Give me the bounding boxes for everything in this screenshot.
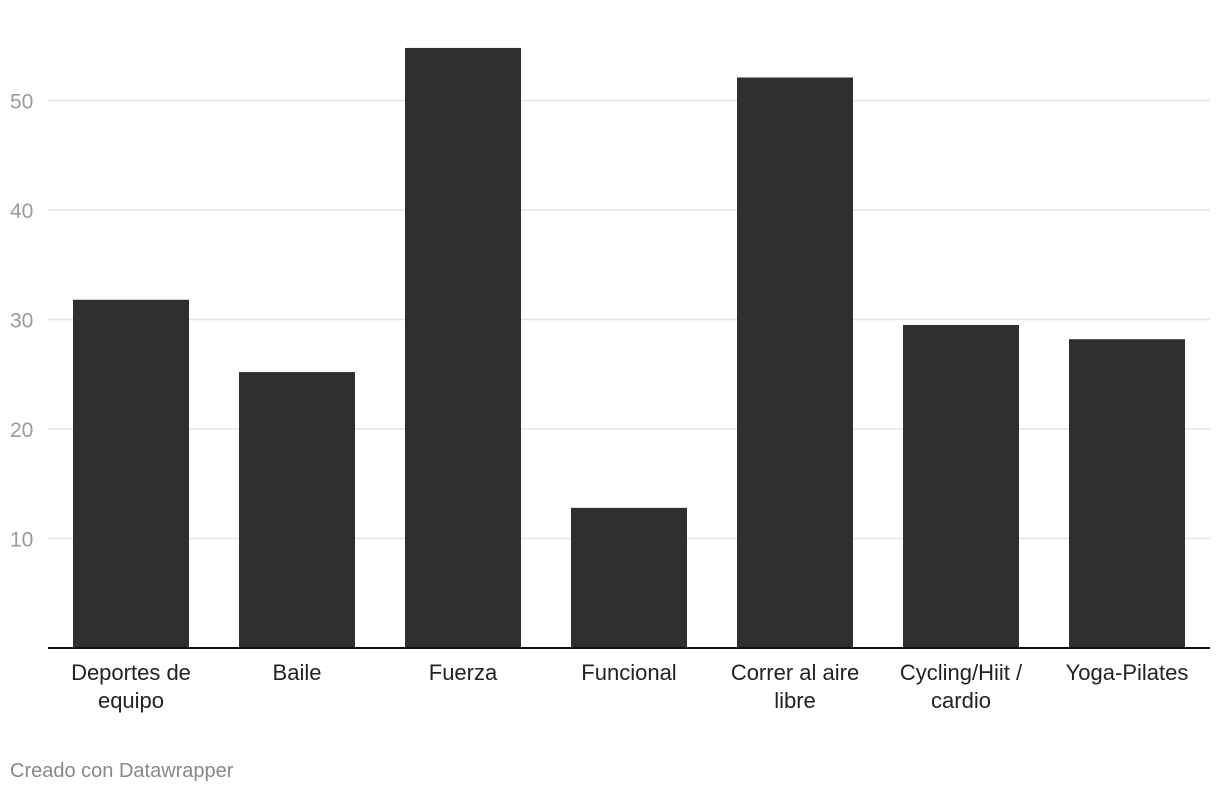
x-tick-label: Cycling/Hiit / cardio [900,660,1023,713]
x-tick-label-line: Cycling/Hiit / [900,660,1023,685]
x-tick-label-line: Correr al aire [731,660,859,685]
bar [405,47,521,648]
bar [73,299,189,648]
x-tick-label-line: libre [774,688,816,713]
x-tick-label-line: Funcional [581,660,676,685]
bar [1069,339,1185,648]
y-tick-label: 10 [10,529,33,552]
x-tick-label: Funcional [581,660,676,685]
x-tick-label: Baile [273,660,322,685]
x-tick-label-line: Yoga-Pilates [1066,660,1189,685]
x-tick-label: Yoga-Pilates [1066,660,1189,685]
bar [737,77,853,648]
x-tick-label-line: Fuerza [429,660,498,685]
bar-chart: 10 20 30 40 50 Deportes de equipo Baile Fuerza Fu… [10,47,1210,713]
y-tick-label: 50 [10,91,33,114]
datawrapper-credit: Creado con Datawrapper [10,760,234,782]
x-tick-label-line: equipo [98,688,164,713]
y-tick-label: 30 [10,310,33,333]
x-tick-label: Fuerza [429,660,498,685]
y-tick-label: 20 [10,419,33,442]
bar [571,507,687,648]
x-tick-label: Deportes de equipo [71,660,191,713]
bar [903,324,1019,648]
y-tick-label: 40 [10,200,33,223]
x-tick-label-line: Deportes de [71,660,191,685]
x-tick-label-line: cardio [931,688,991,713]
bar [239,372,355,648]
x-tick-label-line: Baile [273,660,322,685]
x-tick-label: Correr al aire libre [731,660,859,713]
